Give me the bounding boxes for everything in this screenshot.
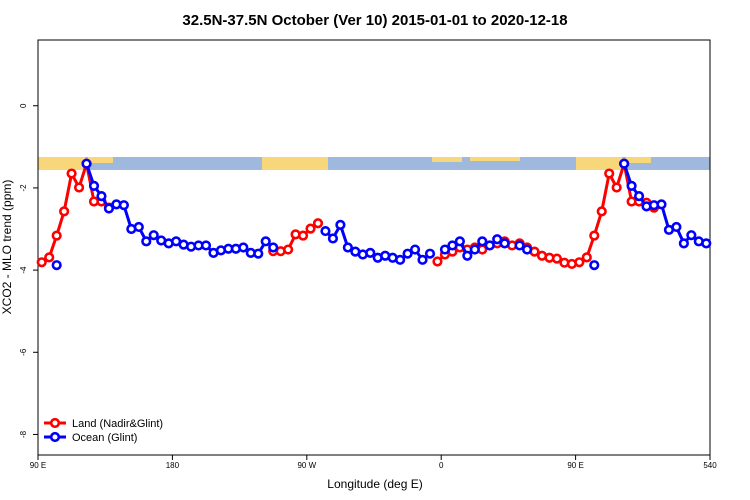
- data-point: [656, 199, 667, 210]
- data-point: [589, 260, 600, 271]
- data-point: [305, 223, 316, 234]
- data-point: [454, 236, 465, 247]
- chart-title: 32.5N-37.5N October (Ver 10) 2015-01-01 …: [182, 12, 567, 29]
- data-point: [439, 244, 451, 255]
- data-point: [320, 225, 331, 237]
- data-point: [596, 206, 607, 217]
- x-axis-label: Longitude (deg E): [327, 477, 422, 491]
- y-tick-label: 0: [19, 103, 28, 108]
- data-point: [611, 182, 622, 193]
- data-point: [148, 230, 159, 241]
- data-point: [51, 230, 62, 241]
- data-point: [96, 191, 107, 202]
- legend-marker: [49, 431, 61, 443]
- data-point: [200, 240, 212, 251]
- data-point: [365, 247, 376, 258]
- data-point: [701, 238, 712, 249]
- data-point: [103, 203, 115, 214]
- ocean-strip: [38, 157, 710, 170]
- data-point: [589, 230, 600, 241]
- data-point: [499, 238, 510, 249]
- data-point: [671, 221, 682, 233]
- data-point: [268, 242, 279, 253]
- data-point: [447, 240, 458, 251]
- land-ocean-strip: [38, 157, 710, 170]
- x-tick-label: 90 E: [567, 461, 583, 470]
- data-point: [686, 230, 697, 241]
- x-tick-label: 0: [439, 461, 444, 470]
- data-point: [238, 242, 249, 253]
- data-point: [141, 236, 152, 247]
- land-strip: [470, 157, 520, 161]
- land-strip: [576, 157, 622, 170]
- y-tick-label: -6: [19, 348, 28, 356]
- data-point: [59, 206, 70, 217]
- data-point: [432, 256, 443, 267]
- data-point: [604, 168, 615, 179]
- legend-label: Ocean (Glint): [72, 432, 137, 444]
- y-tick-label: -2: [19, 184, 28, 192]
- data-point: [462, 250, 473, 261]
- data-point: [133, 221, 144, 233]
- plot-frame: [37, 39, 711, 456]
- y-tick-label: -8: [19, 430, 28, 438]
- data-point: [283, 244, 294, 255]
- data-point: [260, 236, 271, 247]
- data-point: [395, 254, 406, 265]
- data-point: [581, 252, 592, 263]
- land-strip: [432, 157, 462, 162]
- data-point: [417, 254, 428, 265]
- data-point: [484, 240, 495, 251]
- data-point: [469, 244, 480, 255]
- y-tick-label: -4: [19, 266, 28, 274]
- data-point: [88, 180, 100, 191]
- x-tick-label: 540: [703, 461, 717, 470]
- data-point: [574, 257, 585, 268]
- land-strip: [262, 157, 328, 170]
- data-point: [477, 236, 488, 247]
- data-point: [253, 248, 264, 259]
- data-point: [514, 240, 525, 251]
- x-tick-label: 90 E: [30, 461, 46, 470]
- land-strip: [38, 157, 85, 170]
- data-point: [678, 238, 689, 249]
- x-tick-label: 90 W: [297, 461, 316, 470]
- data-point: [424, 248, 436, 259]
- x-tick-label: 180: [166, 461, 180, 470]
- land-strip: [626, 157, 651, 163]
- legend-marker: [49, 417, 61, 429]
- data-point: [118, 200, 129, 211]
- data-point: [81, 158, 92, 169]
- data-point: [521, 244, 533, 255]
- data-point: [73, 182, 85, 193]
- y-axis-label: XCO2 - MLO trend (ppm): [0, 180, 14, 315]
- data-point: [51, 260, 62, 271]
- data-point: [409, 244, 421, 255]
- data-point: [492, 234, 503, 245]
- data-point: [633, 191, 645, 202]
- data-point: [335, 219, 346, 231]
- data-point: [619, 158, 630, 169]
- data-point: [66, 168, 77, 179]
- data-point: [297, 230, 309, 241]
- data-point: [327, 233, 339, 244]
- data-point: [402, 248, 413, 259]
- data-point: [44, 252, 55, 263]
- data-point: [36, 257, 47, 268]
- data-point: [312, 218, 324, 229]
- data-point: [551, 253, 563, 264]
- legend-label: Land (Nadir&Glint): [72, 418, 163, 430]
- land-strip: [88, 157, 113, 163]
- data-point: [626, 180, 637, 191]
- data-point: [342, 242, 353, 253]
